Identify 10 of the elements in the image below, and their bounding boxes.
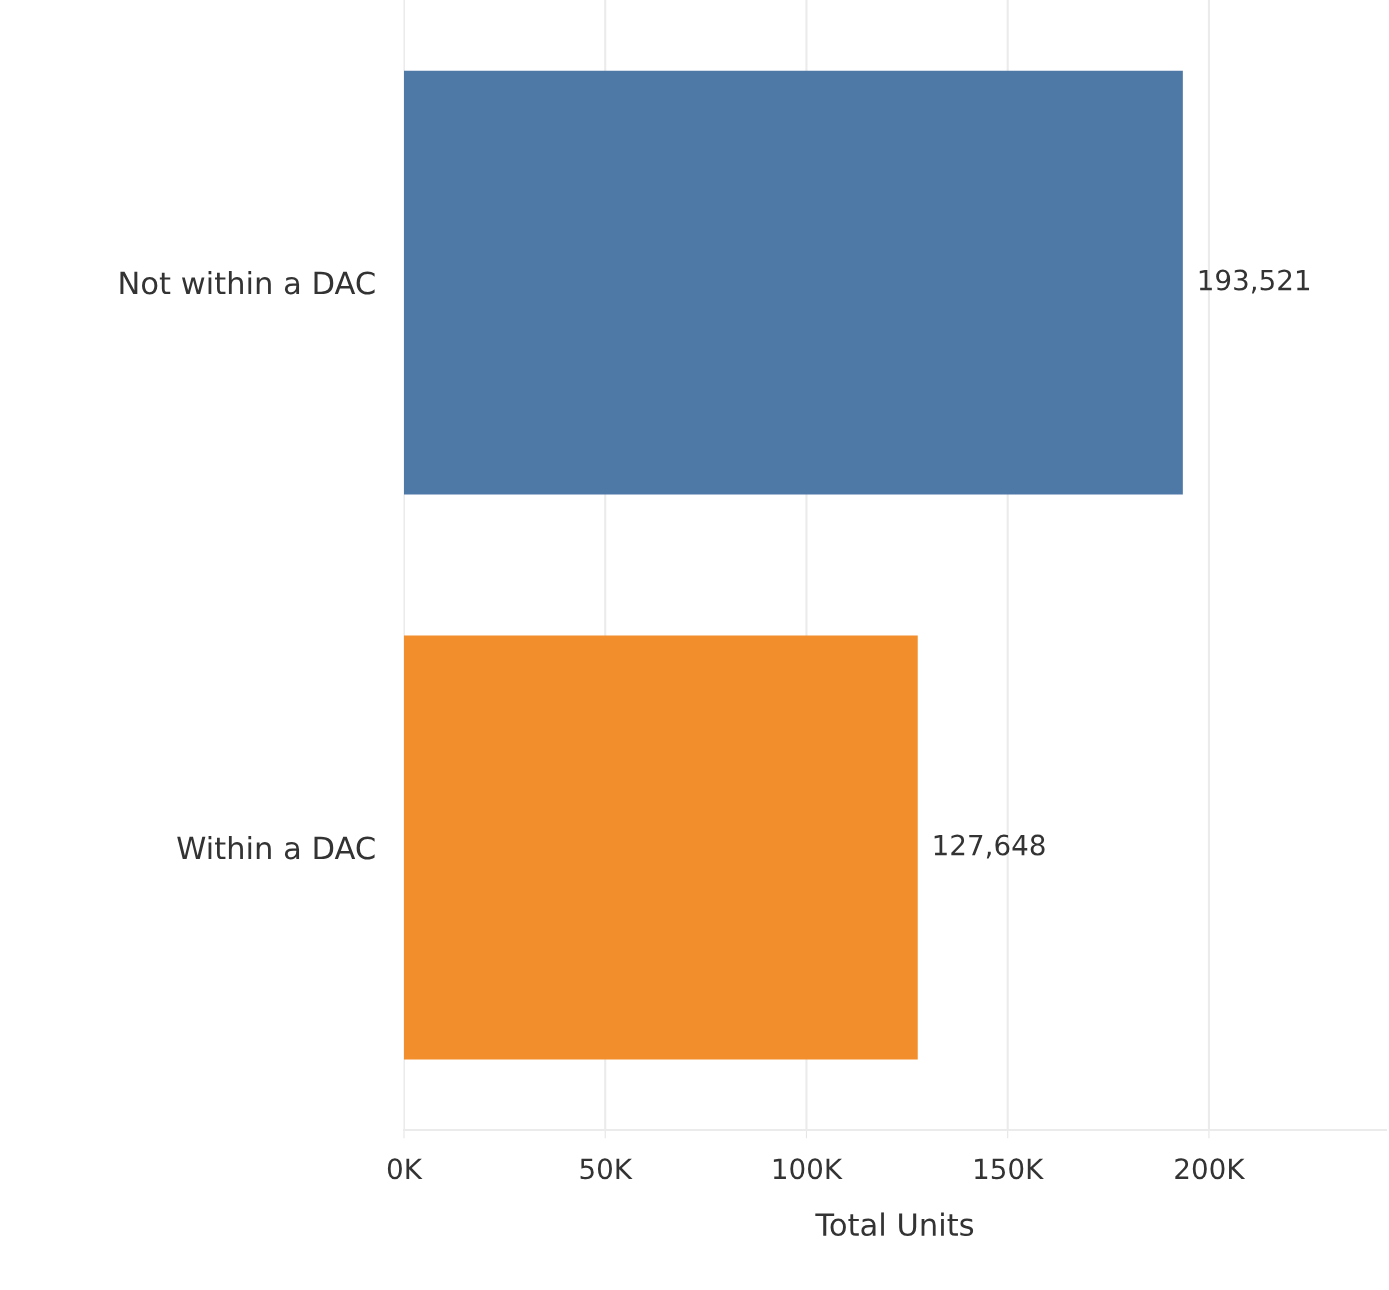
data-label: 193,521 (1199, 269, 1310, 294)
x-tick-label: 200K (1175, 1158, 1246, 1180)
x-tick-label: 100K (773, 1158, 843, 1180)
data-label: 127,648 (934, 834, 1045, 859)
x-tick-label: 150K (975, 1158, 1044, 1180)
x-tick-label: 0K (387, 1158, 423, 1180)
y-tick-label: Not within a DAC (120, 270, 375, 295)
x-tick-label: 50K (580, 1158, 633, 1180)
x-axis-title: Total Units (815, 1212, 974, 1237)
y-tick-label: Within a DAC (177, 835, 375, 860)
